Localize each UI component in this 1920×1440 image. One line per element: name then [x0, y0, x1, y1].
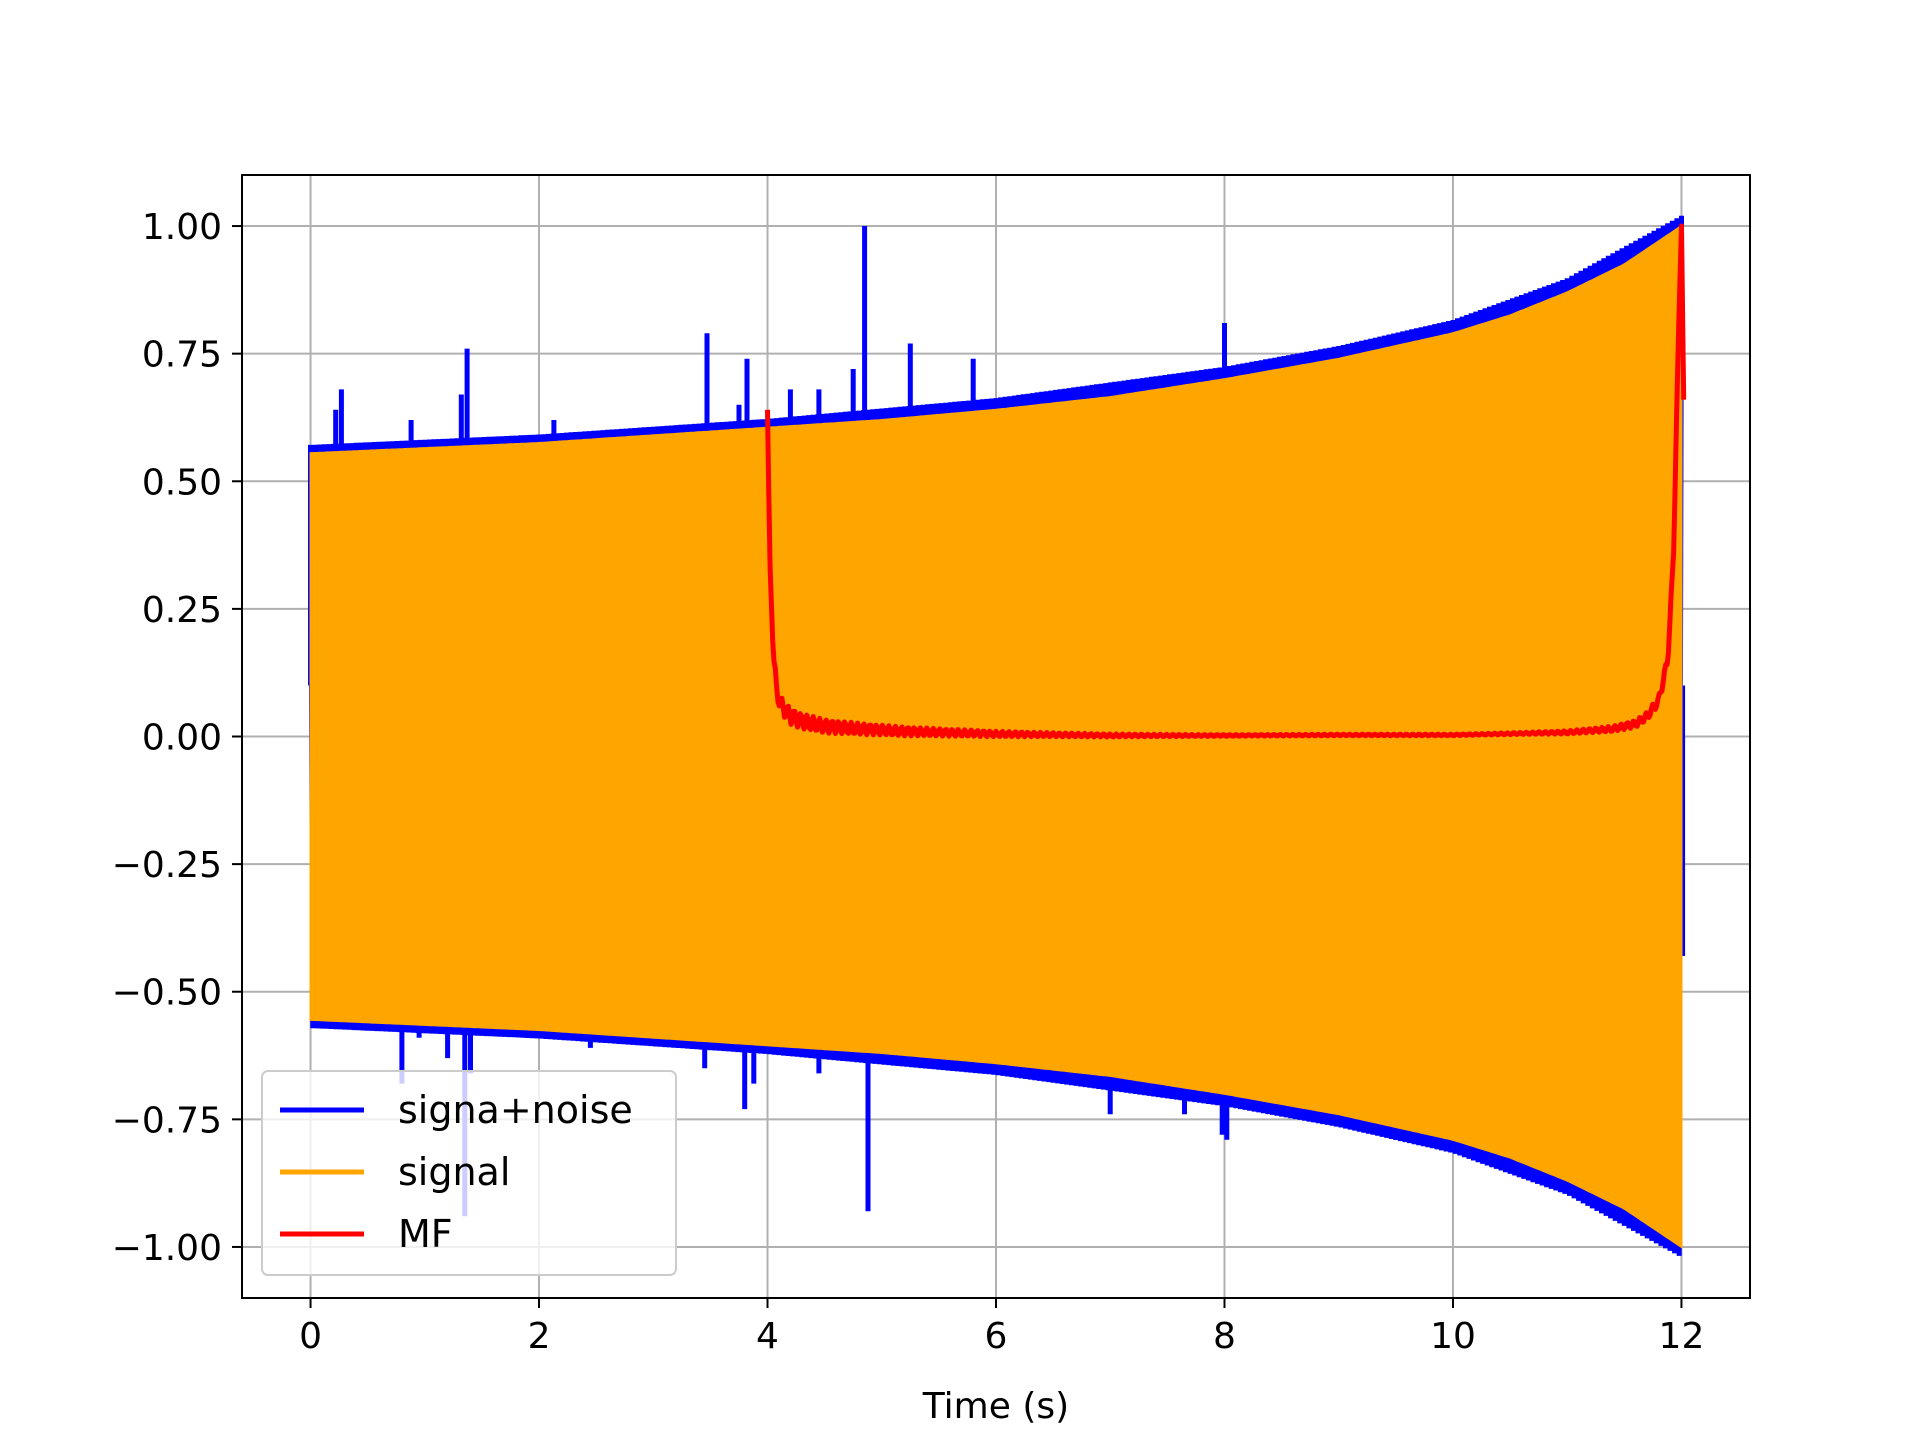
- y-tick-label: −0.50: [112, 973, 222, 1014]
- x-tick-label: 2: [528, 1316, 551, 1357]
- y-tick-label: −1.00: [112, 1228, 222, 1269]
- legend: signa+noise signal MF: [261, 1070, 677, 1276]
- x-axis-label: Time (s): [922, 1386, 1069, 1427]
- legend-label: signal: [398, 1150, 510, 1194]
- x-tick-label: 0: [299, 1316, 322, 1357]
- plot-area: [308, 215, 1687, 1256]
- x-tick-label: 8: [1213, 1316, 1236, 1357]
- x-tick-label: 6: [985, 1316, 1008, 1357]
- y-tick-label: 0.25: [142, 590, 222, 631]
- y-tick-label: −0.25: [112, 845, 222, 886]
- legend-label: MF: [398, 1212, 453, 1256]
- legend-label: signa+noise: [398, 1088, 633, 1132]
- y-tick-label: 0.00: [142, 718, 222, 759]
- legend-box: [261, 1070, 677, 1276]
- x-tick-label: 10: [1430, 1316, 1476, 1357]
- y-tick-label: 0.75: [142, 335, 222, 376]
- x-tick-label: 4: [756, 1316, 779, 1357]
- series-mf-line: [765, 223, 1687, 740]
- y-tick-label: 1.00: [142, 207, 222, 248]
- axis-ticks: 0 2 4 6 8 10 12 1.00 0.75 0.50 0.25 0.00 −0.25 −0.50 −…: [112, 207, 1705, 1357]
- y-tick-label: −0.75: [112, 1100, 222, 1141]
- x-tick-label: 12: [1659, 1316, 1705, 1357]
- y-tick-label: 0.50: [142, 462, 222, 503]
